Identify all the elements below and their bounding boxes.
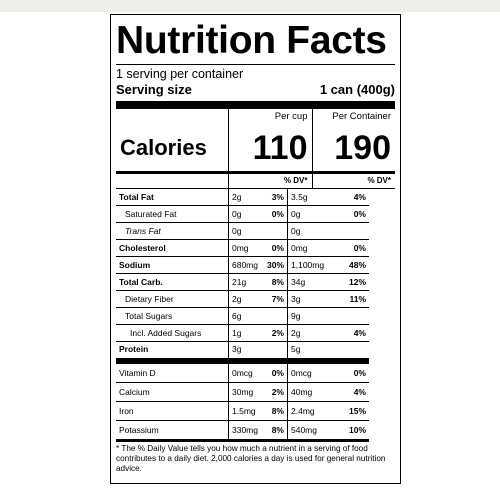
container-dv	[329, 223, 369, 240]
cup-dv	[266, 342, 287, 364]
calories-per-cup: 110	[228, 125, 312, 171]
cup-amount: 2g	[228, 189, 266, 206]
daily-value-footnote: * The % Daily Value tells you how much a…	[116, 444, 386, 473]
nutrient-name: Protein	[116, 342, 228, 364]
calories-divider	[116, 171, 395, 174]
container-amount: 3g	[287, 291, 329, 308]
title-divider	[116, 64, 395, 65]
cup-dv	[266, 308, 287, 325]
cup-dv: 0%	[266, 240, 287, 257]
serving-size-row: Serving size 1 can (400g)	[116, 82, 395, 98]
container-dv: 0%	[329, 364, 369, 383]
container-dv: 10%	[329, 421, 369, 442]
container-amount: 5g	[287, 342, 329, 364]
container-dv: 12%	[329, 274, 369, 291]
cup-amount: 30mg	[228, 383, 266, 402]
cup-amount: 680mg	[228, 257, 266, 274]
cup-amount: 2g	[228, 291, 266, 308]
cup-amount: 0mg	[228, 240, 266, 257]
container-dv: 15%	[329, 402, 369, 421]
nutrient-name: Cholesterol	[116, 240, 228, 257]
cup-amount: 330mg	[228, 421, 266, 442]
servings-per-container: 1 serving per container	[116, 67, 244, 81]
cup-amount: 0mcg	[228, 364, 266, 383]
cup-amount: 1.5mg	[228, 402, 266, 421]
container-amount: 0mcg	[287, 364, 329, 383]
dv-header-row: % DV* % DV*	[116, 174, 395, 189]
nutrient-name: Trans Fat	[116, 223, 228, 240]
cup-dv: 8%	[266, 402, 287, 421]
container-amount: 9g	[287, 308, 329, 325]
container-dv: 48%	[329, 257, 369, 274]
nutrient-name: Incl. Added Sugars	[116, 325, 228, 342]
nutrient-name: Total Carb.	[116, 274, 228, 291]
header-per-cup: Per cup	[228, 109, 312, 125]
cup-dv: 0%	[266, 206, 287, 223]
label-title: Nutrition Facts	[116, 19, 387, 62]
cup-amount: 0g	[228, 206, 266, 223]
nutrient-table: Total Fat 2g 3% 3.5g 4% Saturated Fat 0g…	[116, 189, 395, 442]
container-dv: 0%	[329, 206, 369, 223]
nutrient-name: Total Sugars	[116, 308, 228, 325]
container-amount: 3.5g	[287, 189, 329, 206]
serving-size-label: Serving size	[116, 82, 192, 97]
container-dv: 4%	[329, 383, 369, 402]
container-amount: 0g	[287, 206, 329, 223]
container-dv: 11%	[329, 291, 369, 308]
cup-dv	[266, 223, 287, 240]
column-headers: Per cup Per Container	[116, 109, 395, 125]
header-spacer	[116, 109, 228, 125]
cup-amount: 21g	[228, 274, 266, 291]
container-amount: 34g	[287, 274, 329, 291]
cup-dv: 0%	[266, 364, 287, 383]
nutrient-name: Calcium	[116, 383, 228, 402]
container-dv: 4%	[329, 189, 369, 206]
container-dv	[329, 342, 369, 364]
cup-dv: 8%	[266, 421, 287, 442]
container-amount: 540mg	[287, 421, 329, 442]
nutrient-name: Dietary Fiber	[116, 291, 228, 308]
nutrient-name: Iron	[116, 402, 228, 421]
cup-dv: 7%	[266, 291, 287, 308]
container-amount: 0mg	[287, 240, 329, 257]
cup-amount: 1g	[228, 325, 266, 342]
header-per-container: Per Container	[311, 109, 396, 125]
nutrient-name: Saturated Fat	[116, 206, 228, 223]
cup-dv: 30%	[266, 257, 287, 274]
cup-dv: 8%	[266, 274, 287, 291]
cup-amount: 6g	[228, 308, 266, 325]
nutrient-name: Vitamin D	[116, 364, 228, 383]
cup-amount: 3g	[228, 342, 266, 364]
container-dv	[329, 308, 369, 325]
calories-label: Calories	[120, 135, 207, 160]
cup-dv: 2%	[266, 325, 287, 342]
cup-amount: 0g	[228, 223, 266, 240]
container-amount: 1,100mg	[287, 257, 329, 274]
nutrient-name: Sodium	[116, 257, 228, 274]
cup-dv: 3%	[266, 189, 287, 206]
dv-header-container: % DV*	[311, 174, 396, 188]
dv-header-cup: % DV*	[228, 174, 312, 188]
container-dv: 0%	[329, 240, 369, 257]
calories-per-container: 190	[311, 125, 396, 171]
nutrient-name: Potassium	[116, 421, 228, 442]
container-amount: 2.4mg	[287, 402, 329, 421]
container-amount: 40mg	[287, 383, 329, 402]
nutrition-facts-label: Nutrition Facts 1 serving per container …	[110, 14, 401, 484]
container-amount: 2g	[287, 325, 329, 342]
dv-spacer	[116, 174, 228, 188]
cup-dv: 2%	[266, 383, 287, 402]
nutrient-name: Total Fat	[116, 189, 228, 206]
container-dv: 4%	[329, 325, 369, 342]
background-band	[0, 0, 500, 12]
serving-divider	[116, 101, 395, 109]
serving-size-value: 1 can (400g)	[319, 82, 395, 97]
calories-row: Calories 110 190	[116, 125, 395, 171]
container-amount: 0g	[287, 223, 329, 240]
